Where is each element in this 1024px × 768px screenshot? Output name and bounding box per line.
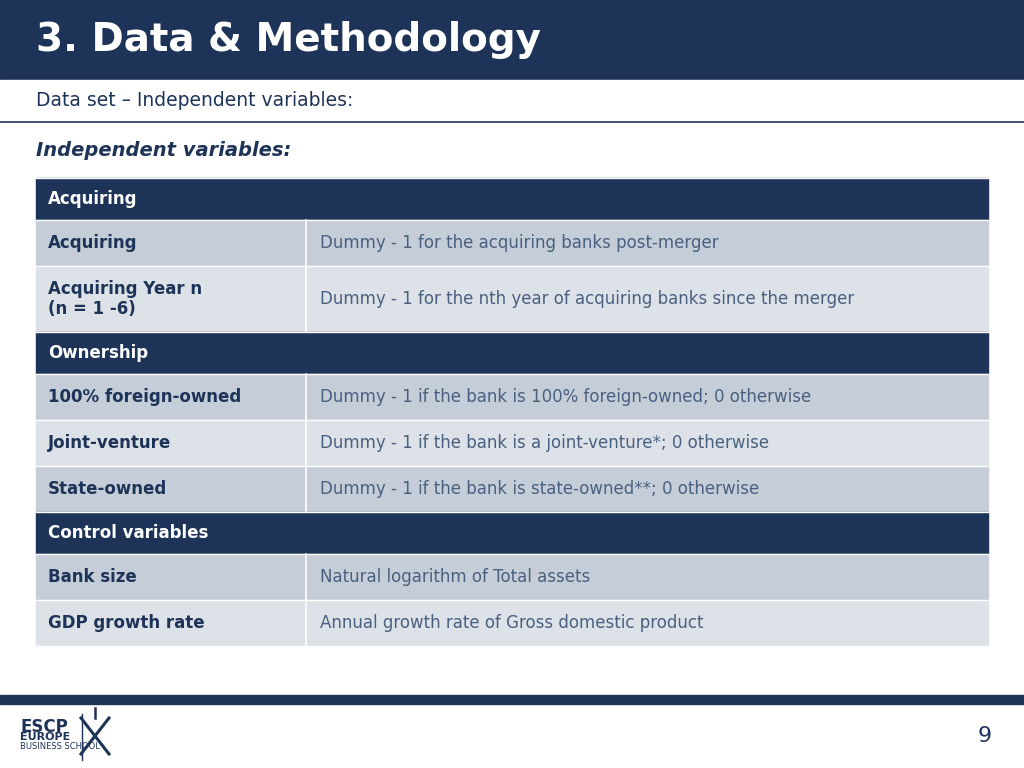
Text: BUSINESS SCHOOL: BUSINESS SCHOOL — [20, 742, 100, 751]
Text: Natural logarithm of Total assets: Natural logarithm of Total assets — [321, 568, 591, 586]
Text: Acquiring: Acquiring — [48, 190, 137, 208]
Text: 3. Data & Methodology: 3. Data & Methodology — [36, 21, 541, 59]
Text: Bank size: Bank size — [48, 568, 137, 586]
Bar — [36, 220, 988, 266]
Text: State-owned: State-owned — [48, 480, 167, 498]
Text: 9: 9 — [978, 726, 992, 746]
Bar — [36, 554, 988, 600]
Text: Acquiring: Acquiring — [48, 234, 137, 252]
Text: ESCP: ESCP — [20, 718, 68, 736]
Bar — [36, 266, 988, 332]
Bar — [36, 466, 988, 512]
Text: EUROPE: EUROPE — [20, 732, 71, 742]
Text: Annual growth rate of Gross domestic product: Annual growth rate of Gross domestic pro… — [321, 614, 703, 632]
Text: Joint-venture: Joint-venture — [48, 434, 171, 452]
Text: Data set – Independent variables:: Data set – Independent variables: — [36, 91, 353, 111]
Text: Dummy - 1 if the bank is state-owned**; 0 otherwise: Dummy - 1 if the bank is state-owned**; … — [321, 480, 760, 498]
Text: Dummy - 1 for the nth year of acquiring banks since the merger: Dummy - 1 for the nth year of acquiring … — [321, 290, 855, 308]
Bar — [36, 178, 988, 220]
Text: GDP growth rate: GDP growth rate — [48, 614, 205, 632]
Bar — [0, 80, 1024, 122]
Text: Independent variables:: Independent variables: — [36, 141, 291, 160]
Bar — [36, 600, 988, 646]
Text: Ownership: Ownership — [48, 344, 148, 362]
Bar — [0, 0, 1024, 80]
Text: Dummy - 1 if the bank is a joint-venture*; 0 otherwise: Dummy - 1 if the bank is a joint-venture… — [321, 434, 769, 452]
Bar — [36, 420, 988, 466]
Bar — [36, 512, 988, 554]
Bar — [0, 695, 1024, 704]
Bar — [36, 374, 988, 420]
Text: Control variables: Control variables — [48, 524, 208, 542]
Text: Dummy - 1 if the bank is 100% foreign-owned; 0 otherwise: Dummy - 1 if the bank is 100% foreign-ow… — [321, 388, 812, 406]
Bar — [36, 332, 988, 374]
Text: Dummy - 1 for the acquiring banks post-merger: Dummy - 1 for the acquiring banks post-m… — [321, 234, 719, 252]
Text: 100% foreign-owned: 100% foreign-owned — [48, 388, 242, 406]
Text: Acquiring Year n
(n = 1 -6): Acquiring Year n (n = 1 -6) — [48, 280, 202, 319]
